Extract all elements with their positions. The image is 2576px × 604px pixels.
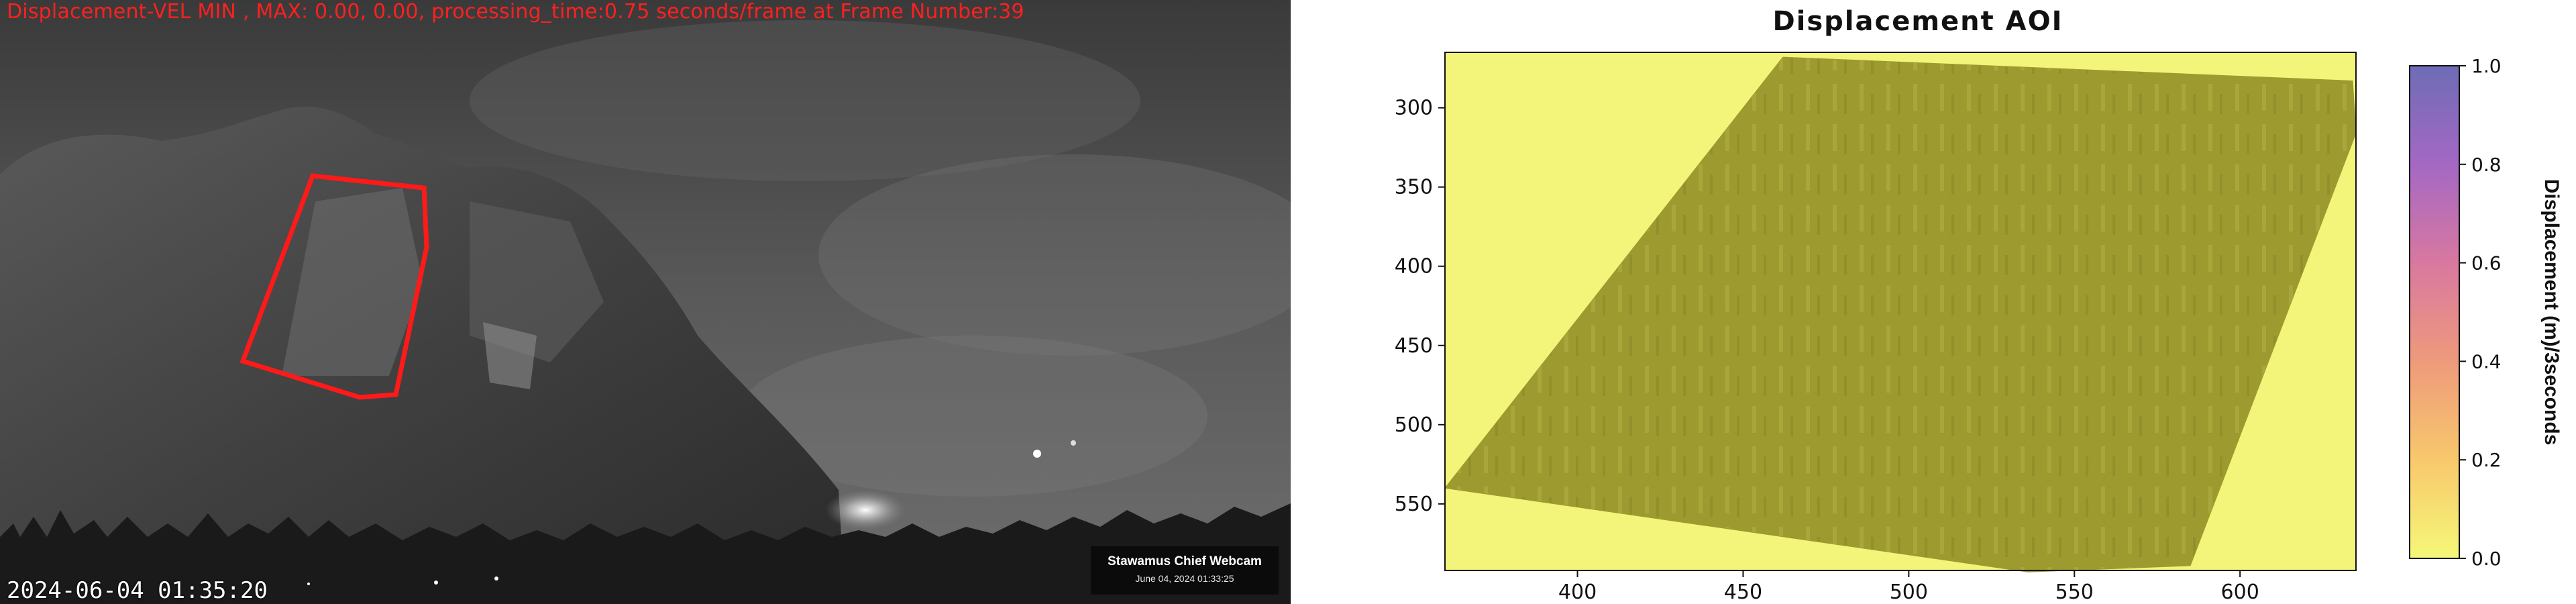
- tree-line: [0, 503, 1291, 604]
- x-tick-label: 550: [2055, 581, 2094, 604]
- webcam-badge-title: Stawamus Chief Webcam: [1108, 554, 1262, 568]
- colorbar-gradient: [2409, 65, 2460, 559]
- webcam-badge: Stawamus Chief Webcam June 04, 2024 01:3…: [1091, 546, 1279, 595]
- status-overlay-text: Displacement-VEL MIN , MAX: 0.00, 0.00, …: [7, 0, 1024, 23]
- webcam-badge-subtitle: June 04, 2024 01:33:25: [1135, 573, 1234, 584]
- y-tick-label: 400: [1395, 255, 1433, 279]
- colorbar-tick-label: 0.4: [2471, 350, 2502, 372]
- colorbar-tick-label: 0.2: [2471, 449, 2502, 471]
- displacement-plot-panel: Displacement AOI 400 450 500 550 600 300 350 4…: [1291, 0, 2576, 604]
- roi-polygon: [239, 173, 429, 400]
- y-tick-label: 350: [1395, 176, 1433, 199]
- datetime-overlay-text: 2024-06-04 01:35:20: [7, 577, 268, 604]
- colorbar-tick-label: 0.8: [2471, 154, 2502, 176]
- webcam-image: [0, 0, 1291, 604]
- webcam-panel: Displacement-VEL MIN , MAX: 0.00, 0.00, …: [0, 0, 1291, 604]
- x-tick-label: 450: [1724, 581, 1762, 604]
- mountain: [0, 106, 845, 604]
- chart-title: Displacement AOI: [1772, 6, 2063, 37]
- x-tick-label: 400: [1558, 581, 1597, 604]
- plot-frame: [1444, 52, 2357, 571]
- colorbar-tick-label: 0.0: [2471, 548, 2502, 570]
- colorbar-tick-label: 0.6: [2471, 252, 2502, 274]
- colorbar-label: Displacement (m)/3seconds: [2540, 179, 2563, 446]
- y-tick-label: 300: [1395, 97, 1433, 120]
- x-axis: 400 450 500 550 600: [1558, 570, 2259, 604]
- colorbar-tick-label: 1.0: [2471, 55, 2502, 77]
- x-tick-label: 500: [1890, 581, 1928, 604]
- x-tick-label: 600: [2221, 581, 2259, 604]
- plot-area: [1444, 52, 2357, 572]
- y-tick-label: 550: [1395, 493, 1433, 516]
- y-tick-label: 500: [1395, 413, 1433, 437]
- displacement-chart: Displacement AOI 400 450 500 550 600 300 350 4…: [1395, 6, 2563, 604]
- colorbar-ticks: 0.0 0.2 0.4 0.6 0.8 1.0: [2459, 55, 2502, 570]
- y-tick-label: 450: [1395, 334, 1433, 358]
- colorbar: 0.0 0.2 0.4 0.6 0.8 1.0 Displacement (m)/3sec…: [2409, 55, 2563, 570]
- y-axis: 300 350 400 450 500 550: [1395, 97, 1445, 516]
